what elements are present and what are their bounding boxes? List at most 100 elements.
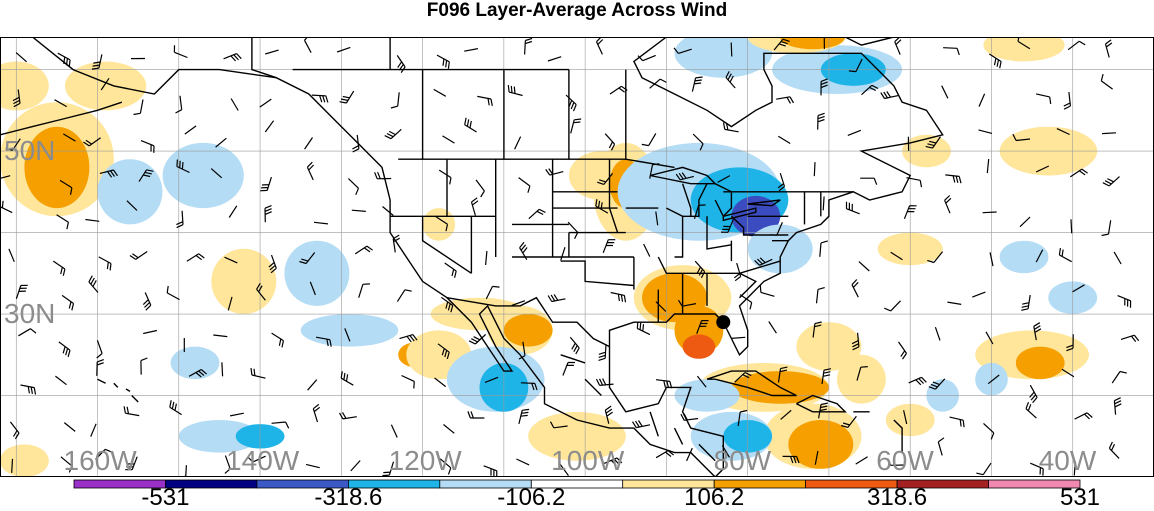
wind-barb: [1021, 294, 1031, 311]
wind-barb: [8, 248, 15, 263]
coast-line: [649, 166, 717, 185]
wind-barb: [890, 251, 903, 261]
coast-line: [747, 199, 781, 207]
wind-barb: [528, 208, 546, 220]
wind-barb: [250, 367, 266, 379]
wind-barb: [437, 343, 450, 360]
wind-barb: [516, 458, 530, 466]
wind-barb: [1012, 133, 1031, 142]
wind-barb: [140, 140, 155, 153]
wind-barb: [739, 294, 753, 310]
wind-barb: [812, 321, 822, 338]
wind-barb: [649, 78, 667, 89]
wind-barb: [821, 368, 832, 385]
coast-line: [560, 260, 634, 287]
wind-barb: [100, 77, 110, 91]
wind-barb: [549, 421, 568, 429]
coast-line: [32, 37, 716, 477]
wind-barb: [55, 375, 67, 386]
wind-barb: [344, 328, 351, 342]
wind-barb: [59, 179, 73, 195]
colorbar-label: -106.2: [497, 484, 566, 511]
lon-label: 60W: [876, 445, 934, 476]
wind-barb: [569, 336, 580, 355]
wind-barb: [928, 378, 946, 390]
wind-barb: [5, 138, 21, 151]
wind-barb: [986, 159, 990, 174]
wind-barb: [822, 196, 825, 211]
wind-barb: [436, 54, 450, 69]
shading-positive_strong: [682, 334, 716, 359]
wind-barb: [20, 384, 37, 395]
wind-barb: [1067, 40, 1086, 51]
wind-barb: [780, 409, 792, 420]
wind-barb: [175, 95, 183, 114]
wind-barb: [444, 262, 457, 278]
wind-barb: [937, 437, 945, 456]
wind-barb: [983, 422, 995, 440]
wind-barb: [1035, 249, 1044, 263]
wind-barb: [229, 412, 244, 417]
lat-lon-grid: [0, 37, 1154, 477]
coast-line: [113, 382, 119, 388]
wind-barb: [396, 55, 406, 73]
coastlines-and-borders: [0, 37, 944, 477]
wind-barb: [925, 136, 941, 149]
wind-barb: [610, 291, 627, 303]
wind-barb: [176, 159, 190, 174]
wind-barb: [1113, 397, 1122, 415]
wind-barb: [602, 239, 616, 254]
wind-barb: [820, 78, 828, 96]
wind-barb: [443, 424, 455, 434]
wind-barb: [1074, 412, 1093, 420]
shading-negative_weak: [178, 420, 260, 453]
wind-barb: [725, 71, 736, 89]
wind-barb: [894, 37, 902, 55]
wind-barb: [485, 285, 500, 300]
wind-barb: [856, 366, 868, 381]
wind-barb: [1069, 168, 1088, 178]
wind-barb: [1102, 132, 1117, 135]
coast-line: [673, 427, 684, 445]
wind-barb: [949, 416, 965, 428]
wind-barb: [399, 334, 418, 343]
wind-barb: [1111, 370, 1127, 384]
wind-barb: [350, 460, 361, 472]
wind-barb: [841, 415, 857, 428]
wind-barb: [247, 455, 266, 463]
wind-barb: [655, 379, 673, 389]
wind-barb: [467, 411, 485, 419]
coast-line: [706, 370, 797, 397]
coast-line: [706, 216, 732, 250]
wind-barb: [1019, 216, 1031, 228]
wind-barb: [934, 327, 941, 341]
coast-line: [446, 296, 610, 348]
wind-barb: [603, 457, 623, 466]
wind-barb: [777, 135, 791, 145]
coast-line: [584, 378, 602, 396]
wind-barb: [188, 368, 207, 378]
shading-positive_weak: [211, 248, 277, 314]
wind-barb: [213, 334, 228, 338]
wind-barb: [570, 118, 582, 134]
wind-barb: [338, 412, 357, 420]
wind-barb: [440, 296, 454, 313]
wind-barb: [435, 216, 449, 232]
wind-barb: [485, 251, 488, 266]
wind-barb: [54, 99, 67, 108]
wind-barb: [609, 85, 628, 95]
coast-line: [698, 443, 716, 462]
wind-barb: [215, 137, 227, 148]
wind-barb: [1117, 295, 1132, 308]
wind-barb: [464, 48, 479, 52]
lon-label: 40W: [1038, 445, 1097, 476]
wind-barb: [903, 205, 917, 220]
shading-negative_weak: [170, 346, 220, 380]
wind-barb: [265, 49, 279, 55]
colorbar: -531 -318.6 -106.2 106.2 318.6 531: [0, 478, 1154, 511]
wind-barb: [434, 377, 447, 388]
wind-barb: [268, 254, 277, 274]
wind-barb: [518, 177, 531, 193]
wind-barb: [730, 42, 733, 57]
lon-label: 140W: [226, 445, 300, 476]
